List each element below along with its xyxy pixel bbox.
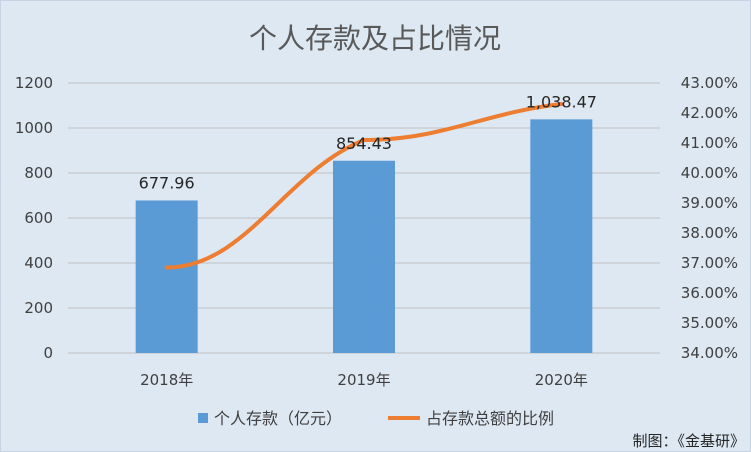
y-right-tick-label: 43.00%: [681, 74, 738, 92]
bar-data-label: 1,038.47: [526, 92, 597, 111]
line-path: [164, 102, 564, 270]
x-tick-label: 2018年: [140, 371, 193, 389]
y-right-tick-label: 39.00%: [681, 194, 738, 212]
y-left-tick-label: 1000: [15, 119, 53, 137]
y-right-tick-label: 38.00%: [681, 224, 738, 242]
y-left-tick-label: 200: [24, 299, 53, 317]
legend-bar-label: 个人存款（亿元）: [214, 409, 342, 428]
bar-series: [135, 119, 593, 353]
data-labels: 677.96 854.43 1,038.47: [139, 92, 597, 192]
y-left-tick-label: 600: [24, 209, 53, 227]
y-left-tick-label: 0: [43, 344, 53, 362]
y-right-tick-label: 41.00%: [681, 134, 738, 152]
y-right-tick-label: 35.00%: [681, 314, 738, 332]
bar-data-label: 677.96: [139, 173, 195, 192]
y-axis-right: 34.00% 35.00% 36.00% 37.00% 38.00% 39.00% 40.0…: [681, 74, 738, 362]
y-right-tick-label: 34.00%: [681, 344, 738, 362]
y-axis-left: 0 200 400 600 800 1000 1200: [15, 74, 53, 362]
x-tick-label: 2019年: [337, 371, 390, 389]
y-right-tick-label: 36.00%: [681, 284, 738, 302]
y-right-tick-label: 40.00%: [681, 164, 738, 182]
bar: [333, 160, 395, 353]
legend-bar-swatch: [198, 413, 208, 423]
credit-text: 制图：《金基研》: [632, 432, 745, 450]
bar: [135, 200, 198, 353]
y-right-tick-label: 42.00%: [681, 104, 738, 122]
bar: [530, 119, 593, 353]
legend: 个人存款（亿元） 占存款总额的比例: [198, 409, 554, 428]
legend-line-label: 占存款总额的比例: [426, 409, 554, 428]
y-right-tick-label: 37.00%: [681, 254, 738, 272]
x-axis: 2018年 2019年 2020年: [140, 371, 588, 389]
line-series: [164, 102, 564, 270]
y-left-tick-label: 800: [24, 164, 53, 182]
y-left-tick-label: 1200: [15, 74, 53, 92]
x-tick-label: 2020年: [535, 371, 588, 389]
chart-title: 个人存款及占比情况: [249, 22, 501, 55]
bar-data-label: 854.43: [336, 134, 392, 153]
y-left-tick-label: 400: [24, 254, 53, 272]
